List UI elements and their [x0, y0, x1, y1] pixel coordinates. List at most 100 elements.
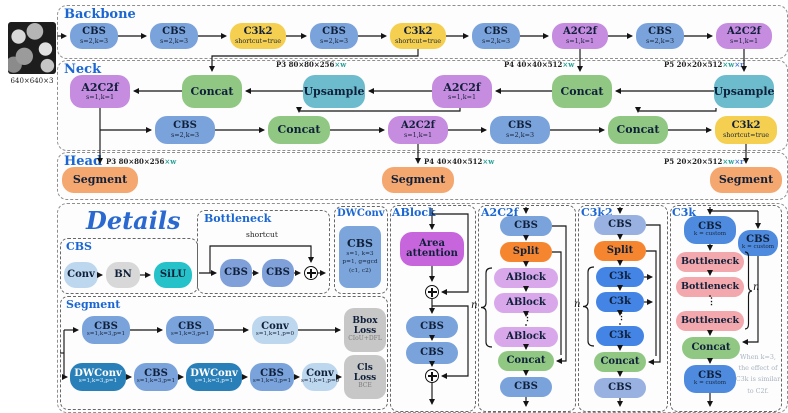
- backbone-a2c2f-1: A2C2f s=1,k=1: [552, 23, 608, 49]
- add-icon: [425, 285, 439, 299]
- segment-cbs-r1-1: CBS s=1,k=3,p=1: [82, 316, 130, 344]
- dwconv-cbs-node: CBS s=1, k=3 p=1, g=gcd (c1, c2): [339, 226, 381, 288]
- repeat-dots: ⋮: [523, 313, 532, 323]
- cls-loss-node: Cls Loss BCE: [344, 355, 386, 399]
- repeat-count-n: n: [753, 282, 760, 293]
- c3k-cbs-bottom: CBS k = custom: [684, 365, 736, 393]
- input-image: [8, 22, 56, 74]
- bbox-loss-node: Bbox Loss CIoU+DFL: [344, 308, 386, 352]
- segment-detail-title: Segment: [66, 298, 121, 311]
- neck-concat-2: Concat: [552, 75, 612, 108]
- p5-feature-label-neck: P5 20×20×512×w×r: [664, 60, 744, 69]
- p5-feature-label-head: P5 20×20×512×w×r: [664, 157, 744, 166]
- neck-concat-4: Concat: [608, 116, 668, 144]
- bottleneck-cbs-1: CBS: [220, 259, 252, 287]
- c3k2-c3k-2: C3k: [596, 292, 644, 312]
- backbone-cbs-5: CBS s=2,k=3: [636, 23, 684, 49]
- cbs-detail-title: CBS: [66, 240, 92, 253]
- a2c2f-concat: Concat: [498, 351, 554, 371]
- a2c2f-split: Split: [500, 242, 552, 262]
- c3k2-c3k-1: C3k: [596, 267, 644, 287]
- ablock-cbs-2: CBS: [406, 342, 458, 364]
- a2c2f-col-box: [478, 205, 576, 412]
- shortcut-label: shortcut: [246, 230, 278, 239]
- bottleneck-detail-title: Bottleneck: [204, 212, 272, 225]
- segment-conv-r2: Conv s=1,k=1,p=0: [301, 363, 339, 391]
- area-attention-node: Area attention: [400, 232, 464, 266]
- c3k-bottleneck-2: Bottleneck: [676, 277, 744, 297]
- ablock-cbs-1: CBS: [406, 316, 458, 338]
- neck-a2c2f-p4: A2C2f s=1,k=1: [388, 116, 448, 144]
- neck-a2c2f-mid: A2C2f s=1,k=1: [432, 75, 492, 108]
- add-icon: [304, 266, 318, 280]
- conv-node: Conv: [64, 262, 98, 288]
- backbone-cbs-1: CBS s=2,k=3: [70, 23, 118, 49]
- dwconv-detail-title: DWConv: [337, 208, 385, 219]
- bottleneck-cbs-2: CBS: [262, 259, 294, 287]
- p4-feature-label-head: P4 40×40×512×w: [424, 157, 495, 166]
- segment-dwconv-r2-2: DWConv s=1,k=3,p=1: [186, 363, 242, 391]
- segment-conv-r1: Conv s=1,k=1,p=0: [252, 316, 298, 344]
- add-icon: [425, 369, 439, 383]
- silu-node: SiLU: [154, 262, 192, 288]
- segment-detail-box: [60, 296, 388, 410]
- segment-cbs-r2-1: CBS s=1,k=3,p=1: [134, 363, 178, 391]
- c3k2-split: Split: [594, 241, 646, 261]
- neck-c3k2-p5: C3k2 shortcut=true: [715, 116, 777, 144]
- neck-concat-1: Concat: [182, 75, 242, 108]
- backbone-a2c2f-2: A2C2f s=1,k=1: [716, 23, 772, 49]
- backbone-cbs-4: CBS s=2,k=3: [472, 23, 520, 49]
- neck-cbs-1: CBS s=2,k=3: [155, 116, 215, 144]
- ablock-col-title: ABlock: [392, 206, 436, 219]
- dwconv-detail-box: [334, 206, 388, 294]
- repeat-dots: ⋮: [617, 312, 626, 322]
- neck-cbs-2: CBS s=2,k=3: [490, 116, 550, 144]
- head-label: Head: [64, 154, 103, 169]
- details-title: Details: [86, 206, 181, 235]
- c3k-bottleneck-3: Bottleneck: [676, 311, 744, 331]
- c3k-concat: Concat: [682, 337, 740, 359]
- a2c2f-col-title: A2C2f: [481, 206, 519, 219]
- c3k2-cbs-top: CBS: [594, 215, 646, 235]
- backbone-c3k2-2: C3k2 shortcut=true: [390, 23, 446, 49]
- c3k2-c3k-3: C3k: [596, 326, 644, 346]
- p3-feature-label-head: P3 80×80×256×w: [106, 157, 177, 166]
- backbone-cbs-2: CBS s=2,k=3: [150, 23, 198, 49]
- a2c2f-ablock-2: ABlock: [494, 293, 558, 313]
- a2c2f-cbs-bottom: CBS: [500, 377, 552, 397]
- c3k-cbs-top: CBS k = custom: [684, 216, 736, 244]
- repeat-count-n: n: [471, 300, 478, 311]
- c3k2-col-box: [578, 205, 668, 412]
- a2c2f-cbs-top: CBS: [500, 216, 552, 236]
- ablock-col-box: [390, 205, 476, 412]
- neck-label: Neck: [64, 62, 102, 77]
- c3k-bottleneck-1: Bottleneck: [676, 252, 744, 272]
- p4-feature-label-neck: P4 40×40×512×w: [504, 60, 575, 69]
- segment-cbs-r1-2: CBS s=1,k=3,p=1: [166, 316, 214, 344]
- c3k2-cbs-bottom: CBS: [594, 378, 646, 398]
- segment-cbs-r2-2: CBS s=1,k=3,p=1: [250, 363, 294, 391]
- neck-upsample-2: Upsample: [713, 75, 775, 108]
- repeat-dots: ⋮: [707, 297, 716, 307]
- c3k-note: When k=3, the effect of C3k is similar to …: [735, 353, 781, 395]
- head-segment-p5: Segment: [710, 167, 782, 193]
- backbone-label: Backbone: [64, 7, 136, 22]
- head-segment-p3: Segment: [62, 167, 138, 193]
- neck-a2c2f-p3: A2C2f s=1,k=1: [70, 75, 130, 108]
- bottleneck-detail-box: [197, 210, 330, 294]
- backbone-cbs-3: CBS s=2,k=3: [310, 23, 358, 49]
- c3k-col-box: [670, 205, 782, 412]
- repeat-count-n: n: [574, 299, 581, 310]
- a2c2f-ablock-3: ABlock: [494, 327, 558, 347]
- bn-node: BN: [106, 262, 140, 288]
- c3k-col-title: C3k: [672, 206, 697, 219]
- a2c2f-ablock-1: ABlock: [494, 268, 558, 288]
- c3k2-concat: Concat: [594, 352, 646, 372]
- p3-feature-label-neck: P3 80×80×256×w: [276, 60, 347, 69]
- head-segment-p4: Segment: [382, 167, 454, 193]
- input-size-label: 640×640×3: [10, 77, 54, 85]
- neck-upsample-1: Upsample: [303, 75, 365, 108]
- c3k-cbs-right: CBS k = custom: [738, 230, 778, 256]
- backbone-c3k2-1: C3k2 shortcut=true: [230, 23, 286, 49]
